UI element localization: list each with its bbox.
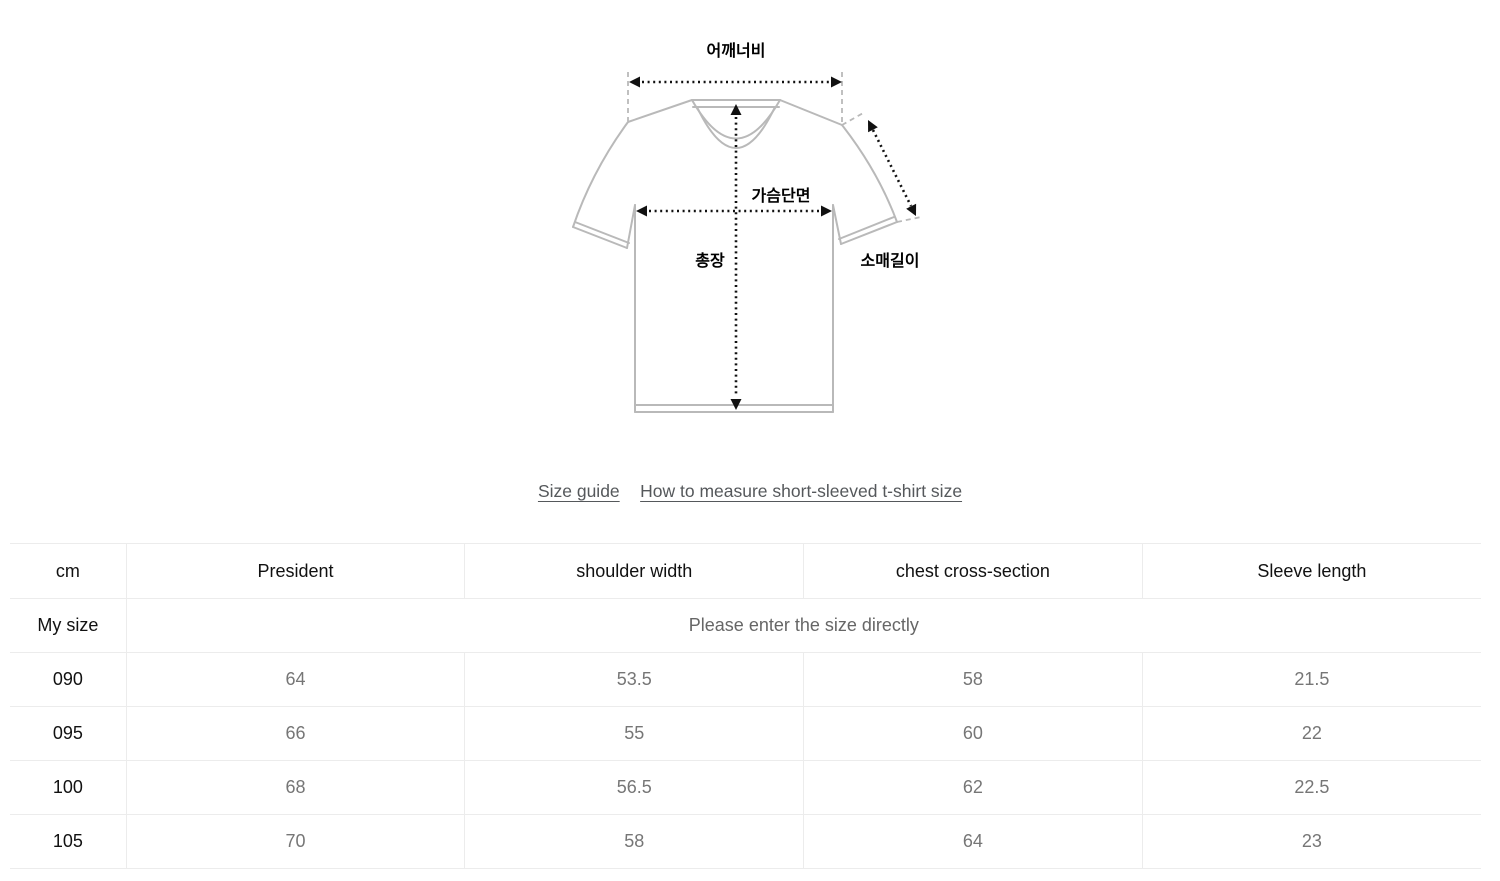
size-table-header-row: cm President shoulder width chest cross-… <box>10 543 1481 599</box>
value-cell: 60 <box>803 706 1143 761</box>
value-cell: 64 <box>803 814 1143 869</box>
value-cell: 58 <box>803 652 1143 707</box>
size-guide-link[interactable]: Size guide <box>537 481 620 501</box>
value-cell: 70 <box>125 814 465 869</box>
value-cell: 66 <box>125 706 465 761</box>
sleeve-length-label: 소매길이 <box>861 252 920 270</box>
col-header-president: President <box>125 543 465 599</box>
value-cell: 22.5 <box>1141 760 1481 815</box>
value-cell: 56.5 <box>464 760 804 815</box>
value-cell: 68 <box>125 760 465 815</box>
size-label-090: 090 <box>52 669 83 689</box>
value-cell: 23 <box>1141 814 1481 869</box>
table-row: 095 66 55 60 22 <box>10 706 1481 761</box>
total-length-arrow <box>730 104 742 410</box>
size-table: cm President shoulder width chest cross-… <box>10 543 1481 869</box>
shoulder-width-arrow <box>629 76 842 88</box>
size-label-105: 105 <box>52 831 83 851</box>
chest-width-arrow <box>636 205 832 217</box>
table-row: 100 68 56.5 62 22.5 <box>10 760 1481 815</box>
size-label-100: 100 <box>52 777 83 797</box>
how-to-measure-link[interactable]: How to measure short-sleeved t-shirt siz… <box>640 481 963 501</box>
my-size-input-area[interactable]: Please enter the size directly <box>125 598 1481 653</box>
tshirt-measurement-diagram-icon: 어깨너비 가슴단면 총장 소매길이 <box>572 42 922 413</box>
table-row: 090 64 53.5 58 21.5 <box>10 652 1481 707</box>
col-header-cm: cm <box>55 560 80 581</box>
my-size-row: My size Please enter the size directly <box>10 598 1481 653</box>
value-cell: 22 <box>1141 706 1481 761</box>
value-cell: 62 <box>803 760 1143 815</box>
value-cell: 55 <box>464 706 804 761</box>
col-header-sleeve: Sleeve length <box>1141 543 1481 599</box>
table-row: 105 70 58 64 23 <box>10 814 1481 869</box>
my-size-label: My size <box>37 615 99 635</box>
col-header-shoulder: shoulder width <box>464 543 804 599</box>
sleeve-length-arrow <box>868 120 917 216</box>
col-header-chest: chest cross-section <box>803 543 1143 599</box>
size-diagram: 어깨너비 가슴단면 총장 소매길이 <box>560 25 950 425</box>
measure-guide-lines <box>627 72 922 223</box>
chest-width-label: 가슴단면 <box>752 187 811 205</box>
value-cell: 53.5 <box>464 652 804 707</box>
total-length-label: 총장 <box>695 252 725 270</box>
value-cell: 64 <box>125 652 465 707</box>
size-guide-links: Size guide How to measure short-sleeved … <box>0 481 1500 502</box>
value-cell: 58 <box>464 814 804 869</box>
size-label-095: 095 <box>52 723 83 743</box>
shoulder-width-label: 어깨너비 <box>707 42 766 60</box>
value-cell: 21.5 <box>1141 652 1481 707</box>
